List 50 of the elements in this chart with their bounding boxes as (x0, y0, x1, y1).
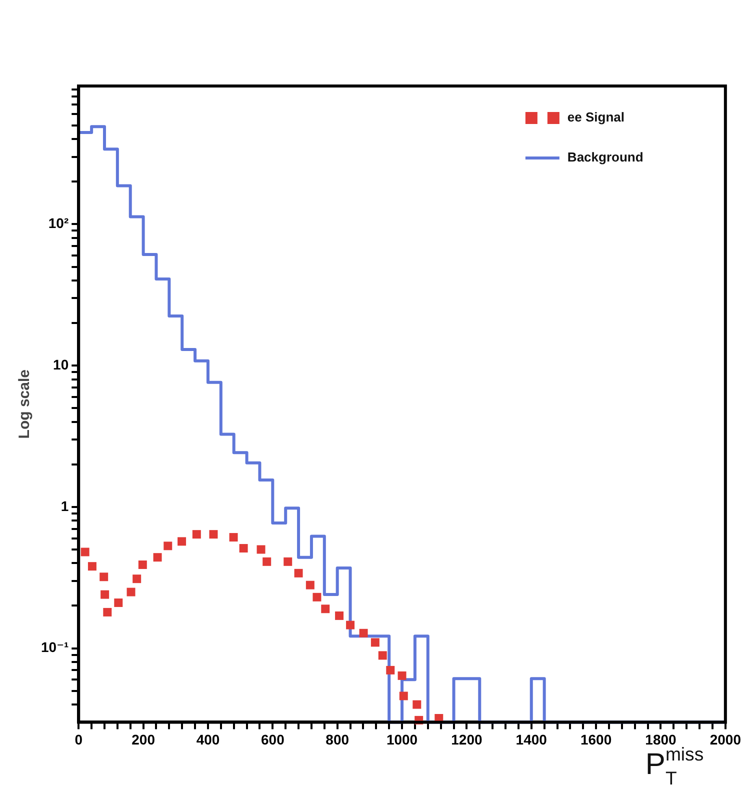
point (359, 628, 368, 638)
point (398, 671, 406, 680)
point (178, 537, 186, 546)
point (370, 638, 380, 647)
y-tick-label: 10⁻¹ (41, 639, 69, 656)
point (312, 592, 322, 602)
x-tick-label: 0 (74, 731, 83, 748)
point (103, 608, 112, 616)
x-tick-label: 2000 (710, 731, 742, 748)
point (335, 611, 344, 620)
point (138, 560, 147, 569)
point (256, 545, 266, 554)
point (192, 530, 201, 539)
point (412, 700, 422, 709)
point (132, 574, 142, 584)
point (153, 553, 162, 562)
point (399, 692, 408, 700)
point (100, 590, 110, 599)
point (262, 557, 272, 566)
y-axis-title: Log scale (16, 370, 34, 439)
point (114, 598, 123, 607)
point (294, 568, 303, 578)
point (164, 542, 172, 550)
point (321, 604, 330, 614)
point (88, 562, 96, 571)
x-tick-label: 400 (196, 731, 220, 748)
x-tick-label: 1000 (386, 731, 418, 748)
x-tick-label: 800 (326, 731, 350, 748)
point (100, 572, 108, 582)
x-tick-label: 200 (132, 731, 156, 748)
point (378, 651, 387, 660)
y-tick-label: 1 (60, 498, 69, 514)
point (229, 533, 238, 542)
legend-label: Background (567, 150, 644, 165)
point (346, 620, 355, 630)
point (239, 544, 248, 553)
x-tick-label: 1400 (516, 731, 548, 748)
legend-label: ee Signal (567, 110, 625, 125)
point (306, 580, 314, 590)
x-tick-label: 1200 (451, 731, 482, 748)
y-tick-label: 10 (53, 356, 69, 372)
point (209, 530, 218, 539)
point (80, 548, 90, 556)
x-tick-label: 600 (260, 731, 285, 748)
x-tick-label: 1600 (580, 731, 612, 748)
point (284, 557, 292, 566)
point (386, 666, 395, 674)
x-tick-label: 1800 (645, 731, 677, 748)
y-tick-label: 10² (48, 215, 69, 232)
point (126, 588, 136, 596)
